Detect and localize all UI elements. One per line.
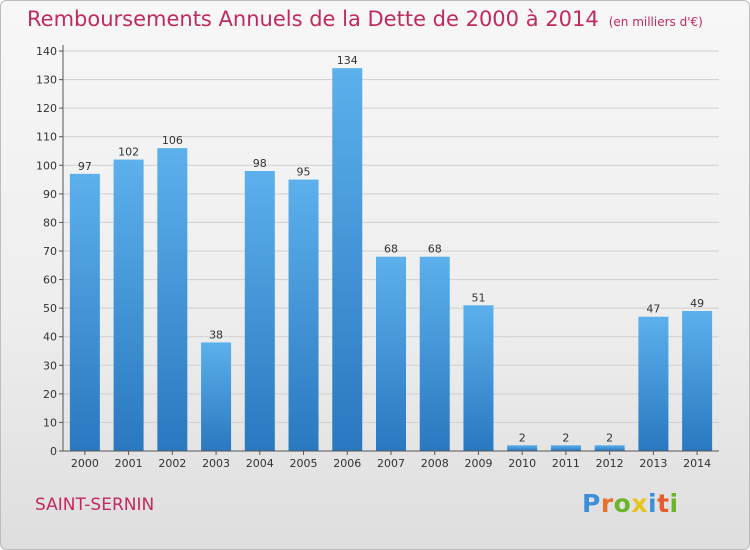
y-tick-label: 70 [43, 245, 57, 258]
x-tick-label: 2005 [290, 457, 318, 470]
x-tick-label: 2006 [333, 457, 361, 470]
y-tick-label: 50 [43, 302, 57, 315]
x-tick-label: 2004 [246, 457, 274, 470]
bar-value-label: 106 [162, 134, 183, 147]
y-tick-label: 100 [36, 159, 57, 172]
bar-value-label: 2 [562, 431, 569, 444]
y-tick-label: 110 [36, 131, 57, 144]
bar [376, 256, 406, 451]
proxiti-logo: Proxiti [582, 489, 679, 518]
y-tick-label: 20 [43, 388, 57, 401]
y-tick-label: 90 [43, 188, 57, 201]
bar [507, 445, 538, 451]
bar-value-label: 38 [209, 328, 223, 341]
y-tick-label: 40 [43, 331, 57, 344]
x-tick-label: 2009 [464, 457, 492, 470]
bar [69, 173, 100, 451]
bar [594, 445, 625, 451]
bar-value-label: 47 [646, 303, 660, 316]
logo-letter: o [613, 489, 632, 518]
x-tick-label: 2001 [115, 457, 143, 470]
bar [638, 316, 669, 451]
logo-letter: t [657, 489, 670, 518]
logo-letter: i [669, 489, 679, 518]
bar-value-label: 102 [118, 146, 139, 159]
chart-title: Remboursements Annuels de la Dette de 20… [27, 7, 703, 31]
bar-value-label: 134 [337, 54, 358, 67]
y-tick-label: 120 [36, 102, 57, 115]
x-tick-label: 2010 [508, 457, 536, 470]
x-tick-label: 2011 [552, 457, 580, 470]
chart-subtitle: (en milliers d'€) [608, 15, 703, 29]
x-tick-label: 2008 [421, 457, 449, 470]
chart-title-text: Remboursements Annuels de la Dette de 20… [27, 7, 599, 31]
bar-value-label: 68 [384, 243, 398, 256]
bar [419, 256, 450, 451]
bar [463, 305, 494, 451]
logo-letter: P [582, 489, 601, 518]
bar-value-label: 49 [690, 297, 704, 310]
y-tick-label: 130 [36, 74, 57, 87]
y-tick-label: 60 [43, 274, 57, 287]
region-name: SAINT-SERNIN [35, 495, 155, 515]
x-tick-label: 2014 [683, 457, 711, 470]
logo-letter: r [600, 489, 614, 518]
bar [288, 179, 319, 452]
y-tick-label: 10 [43, 416, 57, 429]
x-tick-label: 2000 [71, 457, 99, 470]
y-tick-label: 140 [36, 45, 57, 58]
bar [201, 342, 232, 451]
bar-value-label: 95 [297, 166, 311, 179]
bar [682, 311, 713, 451]
bar [332, 68, 363, 452]
bar [244, 171, 275, 451]
y-tick-label: 80 [43, 216, 57, 229]
logo-letter: i [648, 489, 658, 518]
y-tick-label: 0 [50, 445, 57, 458]
y-tick-label: 30 [43, 359, 57, 372]
bar-value-label: 98 [253, 157, 267, 170]
bar-value-label: 68 [428, 243, 442, 256]
x-tick-label: 2002 [158, 457, 186, 470]
x-tick-label: 2013 [639, 457, 667, 470]
bar [113, 159, 144, 452]
bar-value-label: 97 [78, 160, 92, 173]
bar-value-label: 2 [519, 431, 526, 444]
x-tick-label: 2003 [202, 457, 230, 470]
logo-letter: x [631, 489, 648, 518]
x-tick-label: 2012 [596, 457, 624, 470]
bar [550, 445, 581, 451]
x-tick-label: 2007 [377, 457, 405, 470]
bar-value-label: 51 [471, 291, 485, 304]
bar [157, 148, 188, 451]
bar-value-label: 2 [606, 431, 613, 444]
